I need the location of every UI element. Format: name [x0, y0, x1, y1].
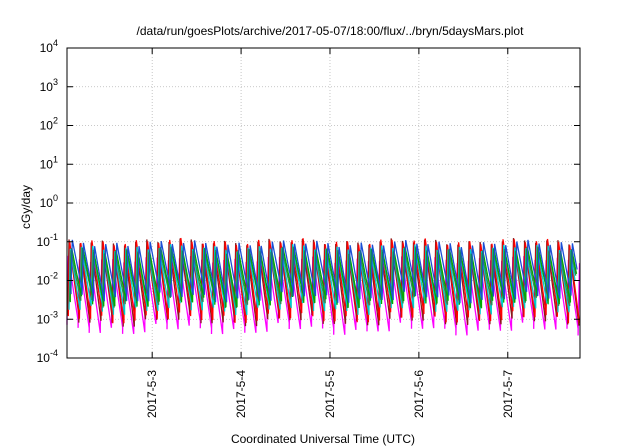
x-axis-label: Coordinated Universal Time (UTC) [231, 432, 415, 446]
y-axis: 10-4 10-3 10-2 10-1 100 101 102 103 104 [37, 38, 580, 365]
series-line [69, 246, 577, 309]
y-tick-label: 102 [40, 116, 58, 133]
y-tick-label: 104 [40, 38, 58, 55]
y-tick-label: 10-2 [37, 271, 58, 288]
y-tick-label: 101 [40, 154, 58, 171]
series-line [69, 246, 578, 309]
x-tick-label: 2017-5-7 [501, 370, 515, 418]
series-line [66, 255, 581, 336]
y-tick-label: 100 [40, 193, 58, 210]
y-tick-label: 103 [40, 77, 58, 94]
y-tick-label: 10-1 [37, 232, 58, 249]
x-tick-label: 2017-5-4 [234, 370, 248, 418]
x-tick-label: 2017-5-5 [323, 370, 337, 418]
y-tick-label: 10-3 [37, 309, 58, 326]
plot-series [66, 237, 581, 336]
y-tick-label: 10-4 [37, 348, 58, 365]
x-tick-label: 2017-5-3 [145, 370, 159, 418]
y-axis-label: cGy/day [19, 185, 33, 229]
chart-title: /data/run/goesPlots/archive/2017-05-07/1… [137, 24, 525, 38]
series-line [70, 239, 578, 304]
x-tick-label: 2017-5-6 [412, 370, 426, 418]
x-axis: 2017-5-3 2017-5-4 2017-5-5 2017-5-6 2017-5-7 [145, 48, 515, 418]
